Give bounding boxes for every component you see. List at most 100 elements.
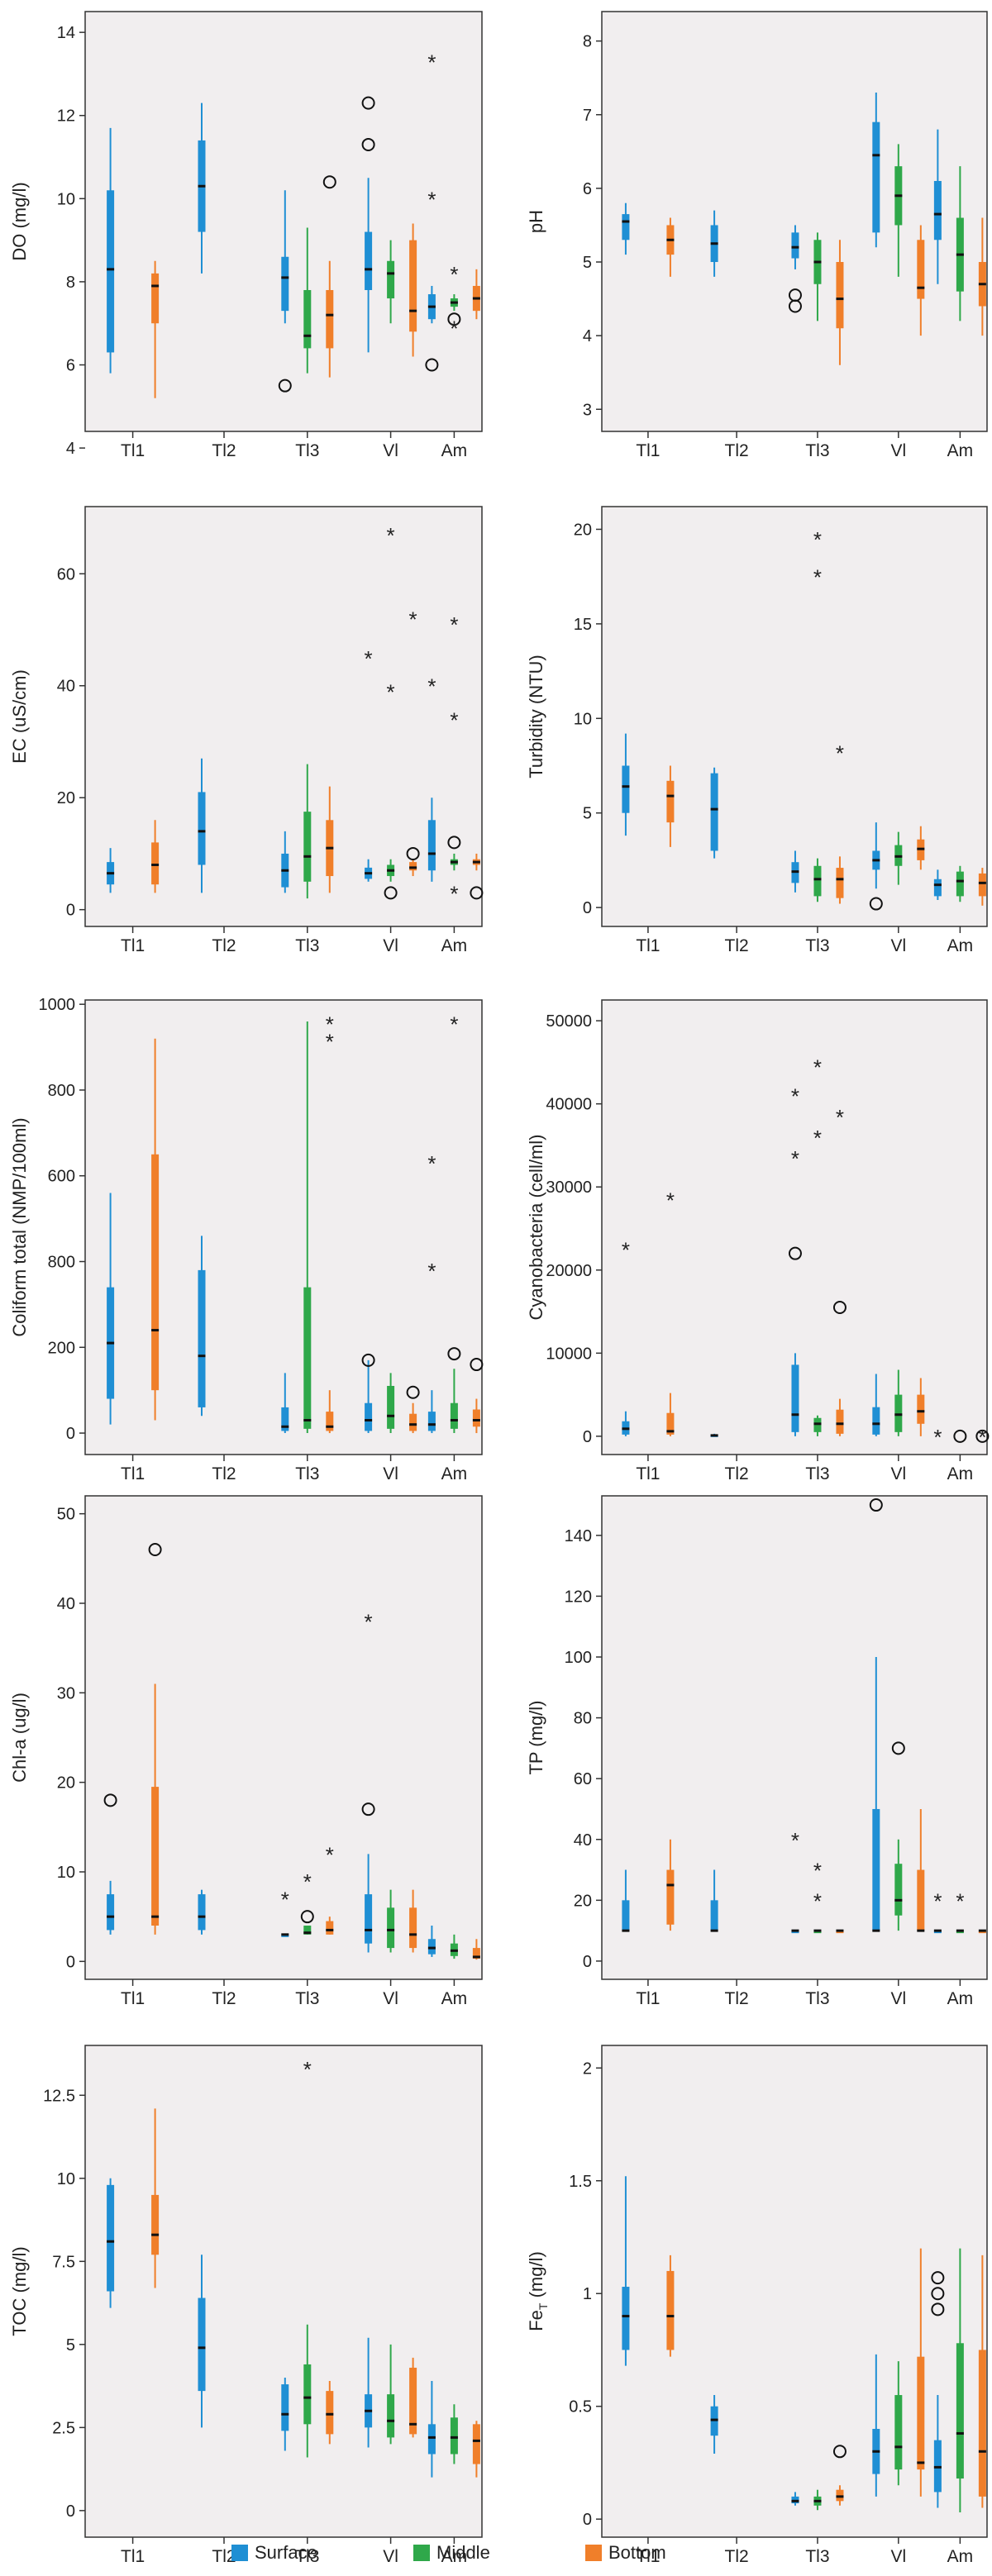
x-tick-label: Tl1 <box>121 1989 145 2008</box>
x-tick-label: Vl <box>890 2547 906 2566</box>
box-bottom <box>917 2356 925 2470</box>
outlier-circle <box>361 137 375 151</box>
outlier-circle <box>447 312 461 326</box>
box-surface <box>427 1939 436 1955</box>
box-bottom <box>326 2391 334 2435</box>
x-tick-label: Tl3 <box>805 936 829 955</box>
outlier-circle <box>869 897 883 911</box>
box-bottom <box>409 1907 417 1949</box>
box-surface <box>622 765 630 813</box>
box-middle <box>303 2364 312 2425</box>
panel-2: 0 20 40 60 Tl1 Tl2 Tl3 Vl Am EC (uS/cm) * * * * * * * * <box>9 506 484 955</box>
outlier-star: * <box>933 1888 942 1913</box>
outlier-circle <box>361 1353 375 1367</box>
x-tick-label: Am <box>947 1464 974 1483</box>
y-tick-label: 10000 <box>546 1345 592 1363</box>
legend-swatch-surface <box>231 2545 248 2561</box>
box-surface <box>365 1402 373 1431</box>
outlier-star: * <box>450 1012 458 1037</box>
outlier-star: * <box>836 1105 844 1130</box>
y-tick-label: 0 <box>66 2502 75 2521</box>
outlier-star: * <box>956 1888 964 1913</box>
x-tick-label: Am <box>947 936 974 955</box>
y-tick-label: 2 <box>583 2059 592 2078</box>
panel-0: 4 6 8 10 12 14 Tl1 Tl2 Tl3 Vl Am DO (mg/l) * * * * <box>9 11 483 460</box>
x-tick-label: Tl1 <box>121 936 145 955</box>
box-middle <box>813 865 822 897</box>
outlier-circle <box>931 2271 945 2285</box>
y-tick-label: 5 <box>583 254 592 272</box>
y-tick-label: 40 <box>57 1595 75 1613</box>
outlier-circle <box>406 1385 420 1399</box>
outlier-circle <box>406 846 420 860</box>
box-bottom <box>666 1869 675 1925</box>
x-tick-label: Vl <box>383 441 398 460</box>
x-tick-label: Vl <box>890 936 906 955</box>
outlier-star: * <box>622 1238 630 1263</box>
box-surface <box>791 1364 799 1432</box>
outlier-star: * <box>387 523 395 548</box>
x-tick-label: Am <box>441 936 468 955</box>
outlier-circle <box>953 1429 967 1443</box>
box-middle <box>387 1385 395 1429</box>
box-middle <box>387 260 395 299</box>
y-tick-label: 30000 <box>546 1178 592 1197</box>
box-middle <box>387 1907 395 1949</box>
y-tick-label: 100 <box>565 1649 592 1667</box>
y-tick-label: 60 <box>574 1770 592 1788</box>
box-surface <box>791 232 799 259</box>
box-bottom <box>472 2424 480 2464</box>
x-tick-label: Tl2 <box>725 2547 749 2566</box>
y-axis-label: TP (mg/l) <box>526 1700 546 1774</box>
x-tick-label: Tl2 <box>725 936 749 955</box>
box-surface <box>427 820 436 871</box>
box-middle <box>450 1402 458 1429</box>
box-bottom <box>472 1948 480 1959</box>
box-surface <box>622 214 630 240</box>
box-middle <box>813 1417 822 1432</box>
outlier-circle <box>300 1910 314 1924</box>
legend-label-surface: Surface <box>255 2542 317 2563</box>
panel-frame <box>84 999 483 1455</box>
x-tick-label: Tl1 <box>121 441 145 460</box>
outlier-star: * <box>813 527 822 552</box>
outlier-star: * <box>427 1259 436 1283</box>
panel-frame <box>84 1495 483 1980</box>
x-tick-label: Am <box>947 441 974 460</box>
outlier-star: * <box>791 1828 799 1853</box>
panel-9: 0 0.5 1 1.5 2 Tl1 Tl2 Tl3 Vl Am FeT (mg/l) <box>526 2045 988 2566</box>
outlier-circle <box>361 96 375 110</box>
y-tick-label: 140 <box>565 1527 592 1545</box>
box-surface <box>281 1407 289 1431</box>
box-surface <box>365 1894 373 1944</box>
outlier-circle <box>361 1802 375 1817</box>
y-tick-label: 7.5 <box>52 2253 75 2271</box>
box-surface <box>622 2287 630 2350</box>
x-tick-label: Tl3 <box>295 1989 319 2008</box>
panel-6: 0 10 20 30 40 50 Tl1 Tl2 Tl3 Vl Am Chl-a (ug/l) * * * * <box>9 1495 483 2008</box>
x-tick-label: Tl1 <box>636 1464 660 1483</box>
y-tick-label: 50 <box>57 1506 75 1524</box>
y-tick-label: 10 <box>574 710 592 728</box>
box-bottom <box>151 842 160 885</box>
box-middle <box>450 2417 458 2455</box>
outlier-star: * <box>303 2057 312 2082</box>
panel-frame <box>601 1495 988 1980</box>
outlier-star: * <box>303 1869 312 1894</box>
y-axis-label: EC (uS/cm) <box>9 669 30 764</box>
outlier-circle <box>931 2287 945 2301</box>
x-tick-label: Tl2 <box>725 441 749 460</box>
x-tick-label: Tl3 <box>805 1464 829 1483</box>
outlier-circle <box>278 379 292 393</box>
box-bottom <box>978 2350 986 2497</box>
y-axis-label: DO (mg/l) <box>9 182 30 260</box>
box-middle <box>956 2343 964 2479</box>
box-surface <box>872 1407 880 1435</box>
y-tick-label: 0 <box>66 1425 75 1443</box>
panel-8: 0 2.5 5 7.5 10 12.5 Tl1 Tl2 Tl3 Vl Am TOC (mg/l) * <box>9 2045 483 2566</box>
outlier-circle <box>931 2302 945 2316</box>
box-bottom <box>836 262 844 329</box>
y-tick-label: 4 <box>583 327 592 345</box>
box-bottom <box>151 1787 160 1926</box>
